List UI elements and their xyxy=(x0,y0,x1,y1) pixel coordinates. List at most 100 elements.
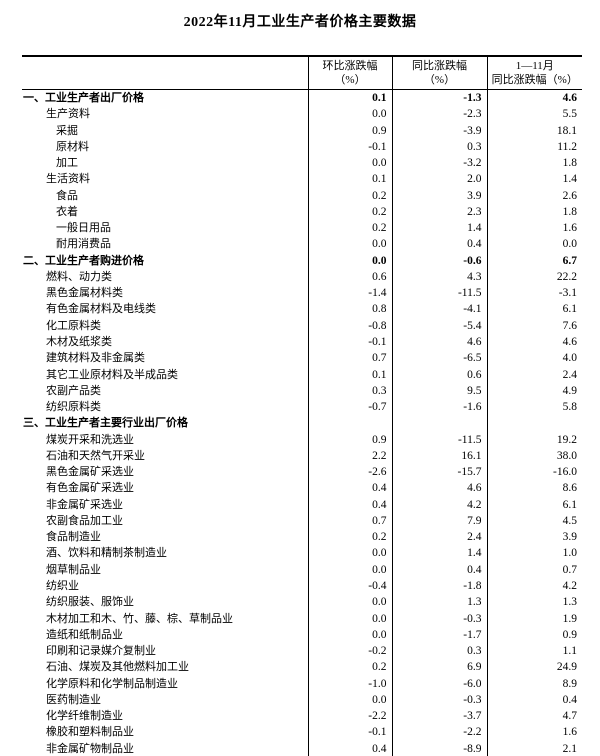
row-value: 4.6 xyxy=(391,480,487,497)
row-value: 0.1 xyxy=(307,171,392,188)
table-row: 化工原料类 -0.8 -5.4 7.6 xyxy=(22,317,582,334)
row-value: -1.6 xyxy=(391,399,487,416)
table-row: 加工 0.0 -3.2 1.8 xyxy=(22,155,582,172)
row-label: 耐用消费品 xyxy=(56,238,111,251)
table-row: 农副产品类 0.3 9.5 4.9 xyxy=(22,382,582,400)
row-label: 采掘 xyxy=(56,124,78,137)
row-value: -8.9 xyxy=(391,740,487,756)
row-value: 0.7 xyxy=(307,512,392,530)
row-value: -1.7 xyxy=(391,626,487,644)
table-row: 衣着 0.2 2.3 1.8 xyxy=(22,203,582,221)
row-label: 农副产品类 xyxy=(46,384,101,397)
row-value: 6.1 xyxy=(486,301,582,318)
row-value: 0.6 xyxy=(391,366,487,383)
row-value: 0.7 xyxy=(486,561,582,578)
row-label: 农副食品加工业 xyxy=(46,514,123,527)
row-value: 0.0 xyxy=(307,106,392,123)
row-value: 0.0 xyxy=(307,236,392,253)
row-label: 煤炭开采和洗选业 xyxy=(46,433,134,446)
row-label: 三、工业生产者主要行业出厂价格 xyxy=(23,417,188,430)
row-value: 1.6 xyxy=(486,220,582,237)
table-row: 木材及纸浆类 -0.1 4.6 4.6 xyxy=(22,333,582,351)
row-value: 7.9 xyxy=(391,512,487,530)
row-value: 16.1 xyxy=(391,447,487,465)
table-row: 印刷和记录媒介复制业 -0.2 0.3 1.1 xyxy=(22,643,582,660)
row-value: 0.4 xyxy=(307,480,392,497)
row-value: -0.4 xyxy=(307,577,392,595)
row-value xyxy=(307,415,392,432)
row-value: 22.2 xyxy=(486,268,582,286)
row-value: 0.0 xyxy=(307,252,392,269)
row-value: 7.6 xyxy=(486,317,582,334)
row-value: 4.6 xyxy=(391,333,487,351)
row-value: 1.4 xyxy=(391,220,487,237)
row-value: 1.3 xyxy=(486,594,582,611)
row-value: 0.6 xyxy=(307,268,392,286)
row-value: -0.8 xyxy=(307,317,392,334)
table-row: 农副食品加工业 0.7 7.9 4.5 xyxy=(22,512,582,530)
row-value: -0.1 xyxy=(307,333,392,351)
column-header-yoy: 同比涨跌幅 （%） xyxy=(391,56,487,90)
table-row: 采掘 0.9 -3.9 18.1 xyxy=(22,122,582,139)
row-value: 1.9 xyxy=(486,610,582,627)
row-label: 加工 xyxy=(56,157,78,170)
row-value: 0.2 xyxy=(307,187,392,204)
column-header-ytd-line2: 同比涨跌幅（%） xyxy=(491,74,578,86)
row-value: 0.2 xyxy=(307,659,392,676)
row-value: 0.0 xyxy=(307,691,392,709)
row-value: -1.0 xyxy=(307,675,392,692)
row-value: 0.1 xyxy=(307,89,392,107)
row-value: 0.4 xyxy=(307,496,392,513)
row-value: 4.2 xyxy=(486,577,582,595)
row-value: -11.5 xyxy=(391,285,487,302)
row-value: -15.7 xyxy=(391,464,487,481)
row-label: 其它工业原材料及半成品类 xyxy=(46,368,178,381)
row-value: 2.3 xyxy=(391,203,487,221)
row-value: 2.1 xyxy=(486,740,582,756)
column-header-yoy-line1: 同比涨跌幅 xyxy=(412,60,467,72)
row-value: 0.8 xyxy=(307,301,392,318)
table-row: 食品制造业 0.2 2.4 3.9 xyxy=(22,529,582,546)
row-value: 18.1 xyxy=(486,122,582,139)
column-header-mom-line2: （%） xyxy=(334,74,366,86)
row-value: -5.4 xyxy=(391,317,487,334)
row-value: -2.2 xyxy=(307,708,392,725)
row-value: -1.3 xyxy=(391,89,487,107)
table-row: 木材加工和木、竹、藤、棕、草制品业 0.0 -0.3 1.9 xyxy=(22,610,582,627)
table-row: 纺织原料类 -0.7 -1.6 5.8 xyxy=(22,399,582,416)
row-label: 化工原料类 xyxy=(46,319,101,332)
row-value: 0.4 xyxy=(391,236,487,253)
table-row: 黑色金属矿采选业 -2.6 -15.7 -16.0 xyxy=(22,464,582,481)
row-value: 0.0 xyxy=(307,626,392,644)
row-value: -2.6 xyxy=(307,464,392,481)
table-row: 二、工业生产者购进价格 0.0 -0.6 6.7 xyxy=(22,252,582,269)
row-value xyxy=(391,415,487,432)
row-value: 2.2 xyxy=(307,447,392,465)
table-row: 耐用消费品 0.0 0.4 0.0 xyxy=(22,236,582,253)
row-value: 0.9 xyxy=(307,431,392,448)
row-value: 0.2 xyxy=(307,220,392,237)
row-label: 印刷和记录媒介复制业 xyxy=(46,645,156,658)
row-value: 4.2 xyxy=(391,496,487,513)
row-label: 黑色金属材料类 xyxy=(46,287,123,300)
row-value: 6.1 xyxy=(486,496,582,513)
row-label: 建筑材料及非金属类 xyxy=(46,352,145,365)
row-label: 造纸和纸制品业 xyxy=(46,628,123,641)
row-value: 4.5 xyxy=(486,512,582,530)
row-label: 石油和天然气开采业 xyxy=(46,449,145,462)
table-row: 非金属矿物制品业 0.4 -8.9 2.1 xyxy=(22,740,582,756)
row-value: 0.0 xyxy=(307,561,392,578)
row-value: 0.0 xyxy=(486,236,582,253)
row-value: 1.8 xyxy=(486,155,582,172)
row-label: 医药制造业 xyxy=(46,693,101,706)
row-label: 衣着 xyxy=(56,205,78,218)
row-label: 有色金属矿采选业 xyxy=(46,482,134,495)
row-value: 4.9 xyxy=(486,382,582,400)
row-value: -2.3 xyxy=(391,106,487,123)
row-value: 4.6 xyxy=(486,333,582,351)
table-row: 有色金属材料及电线类 0.8 -4.1 6.1 xyxy=(22,301,582,318)
row-label: 生活资料 xyxy=(46,173,90,186)
row-value: 1.3 xyxy=(391,594,487,611)
row-value: -0.3 xyxy=(391,691,487,709)
row-value: -2.2 xyxy=(391,724,487,741)
